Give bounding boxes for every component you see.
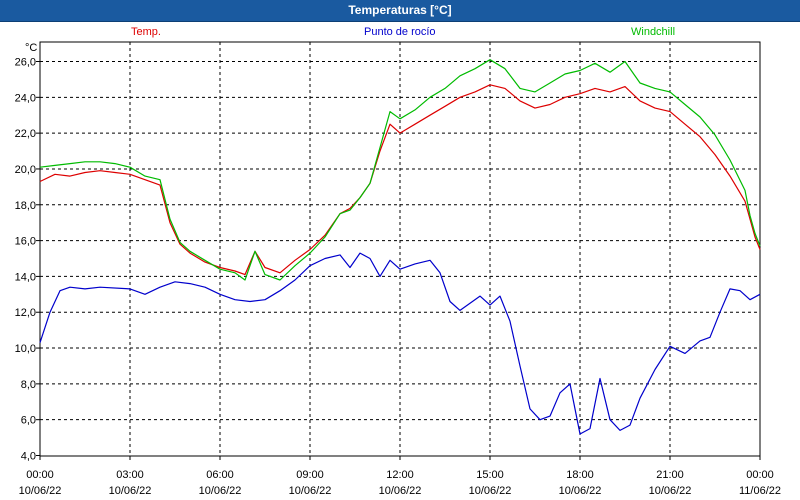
x-tick-time: 06:00 bbox=[206, 469, 234, 481]
y-axis-unit: °C bbox=[25, 42, 37, 54]
y-tick-label: 22,0 bbox=[15, 128, 36, 140]
y-tick-label: 12,0 bbox=[15, 307, 36, 319]
x-tick-date: 10/06/22 bbox=[109, 485, 152, 497]
x-tick-time: 15:00 bbox=[476, 469, 504, 481]
grid bbox=[40, 42, 760, 456]
x-tick-time: 09:00 bbox=[296, 469, 324, 481]
title-bar: Temperaturas [°C] bbox=[0, 0, 800, 22]
y-tick-label: 24,0 bbox=[15, 92, 36, 104]
x-tick-date: 10/06/22 bbox=[469, 485, 512, 497]
series-line-0 bbox=[39, 84, 761, 276]
x-tick-time: 12:00 bbox=[386, 469, 414, 481]
series-line-1 bbox=[39, 252, 761, 435]
x-tick-date: 10/06/22 bbox=[649, 485, 692, 497]
x-tick-date: 10/06/22 bbox=[379, 485, 422, 497]
x-tick-date: 11/06/22 bbox=[739, 485, 781, 497]
x-axis: 00:00 10/06/22 03:00 10/06/22 06:00 10/06/22 0… bbox=[19, 456, 781, 497]
y-tick-label: 8,0 bbox=[21, 379, 36, 391]
y-tick-label: 20,0 bbox=[15, 164, 36, 176]
y-tick-label: 16,0 bbox=[15, 236, 36, 248]
x-tick-date: 10/06/22 bbox=[289, 485, 332, 497]
x-tick-time: 00:00 bbox=[746, 469, 774, 481]
y-axis: °C 4,0 6,0 8,0 10,0 12,0 14,0 16,0 18,0 20,0 22,0 2… bbox=[15, 42, 40, 463]
x-tick-time: 21:00 bbox=[656, 469, 684, 481]
legend-dewpoint: Punto de rocío bbox=[364, 26, 436, 38]
y-tick-label: 18,0 bbox=[15, 200, 36, 212]
y-tick-label: 4,0 bbox=[21, 451, 36, 463]
y-tick-label: 10,0 bbox=[15, 343, 36, 355]
y-tick-label: 14,0 bbox=[15, 271, 36, 283]
legend-windchill: Windchill bbox=[631, 26, 676, 38]
chart-title: Temperaturas [°C] bbox=[348, 3, 452, 17]
x-tick-date: 10/06/22 bbox=[19, 485, 62, 497]
x-tick-time: 03:00 bbox=[116, 469, 144, 481]
legend-temp: Temp. bbox=[131, 26, 161, 38]
series-lines bbox=[39, 59, 761, 435]
series-line-2 bbox=[39, 59, 761, 281]
x-tick-date: 10/06/22 bbox=[559, 485, 602, 497]
x-tick-time: 00:00 bbox=[26, 469, 54, 481]
y-tick-label: 26,0 bbox=[15, 57, 36, 69]
x-tick-time: 18:00 bbox=[566, 469, 594, 481]
x-tick-date: 10/06/22 bbox=[199, 485, 242, 497]
y-tick-label: 6,0 bbox=[21, 415, 36, 427]
